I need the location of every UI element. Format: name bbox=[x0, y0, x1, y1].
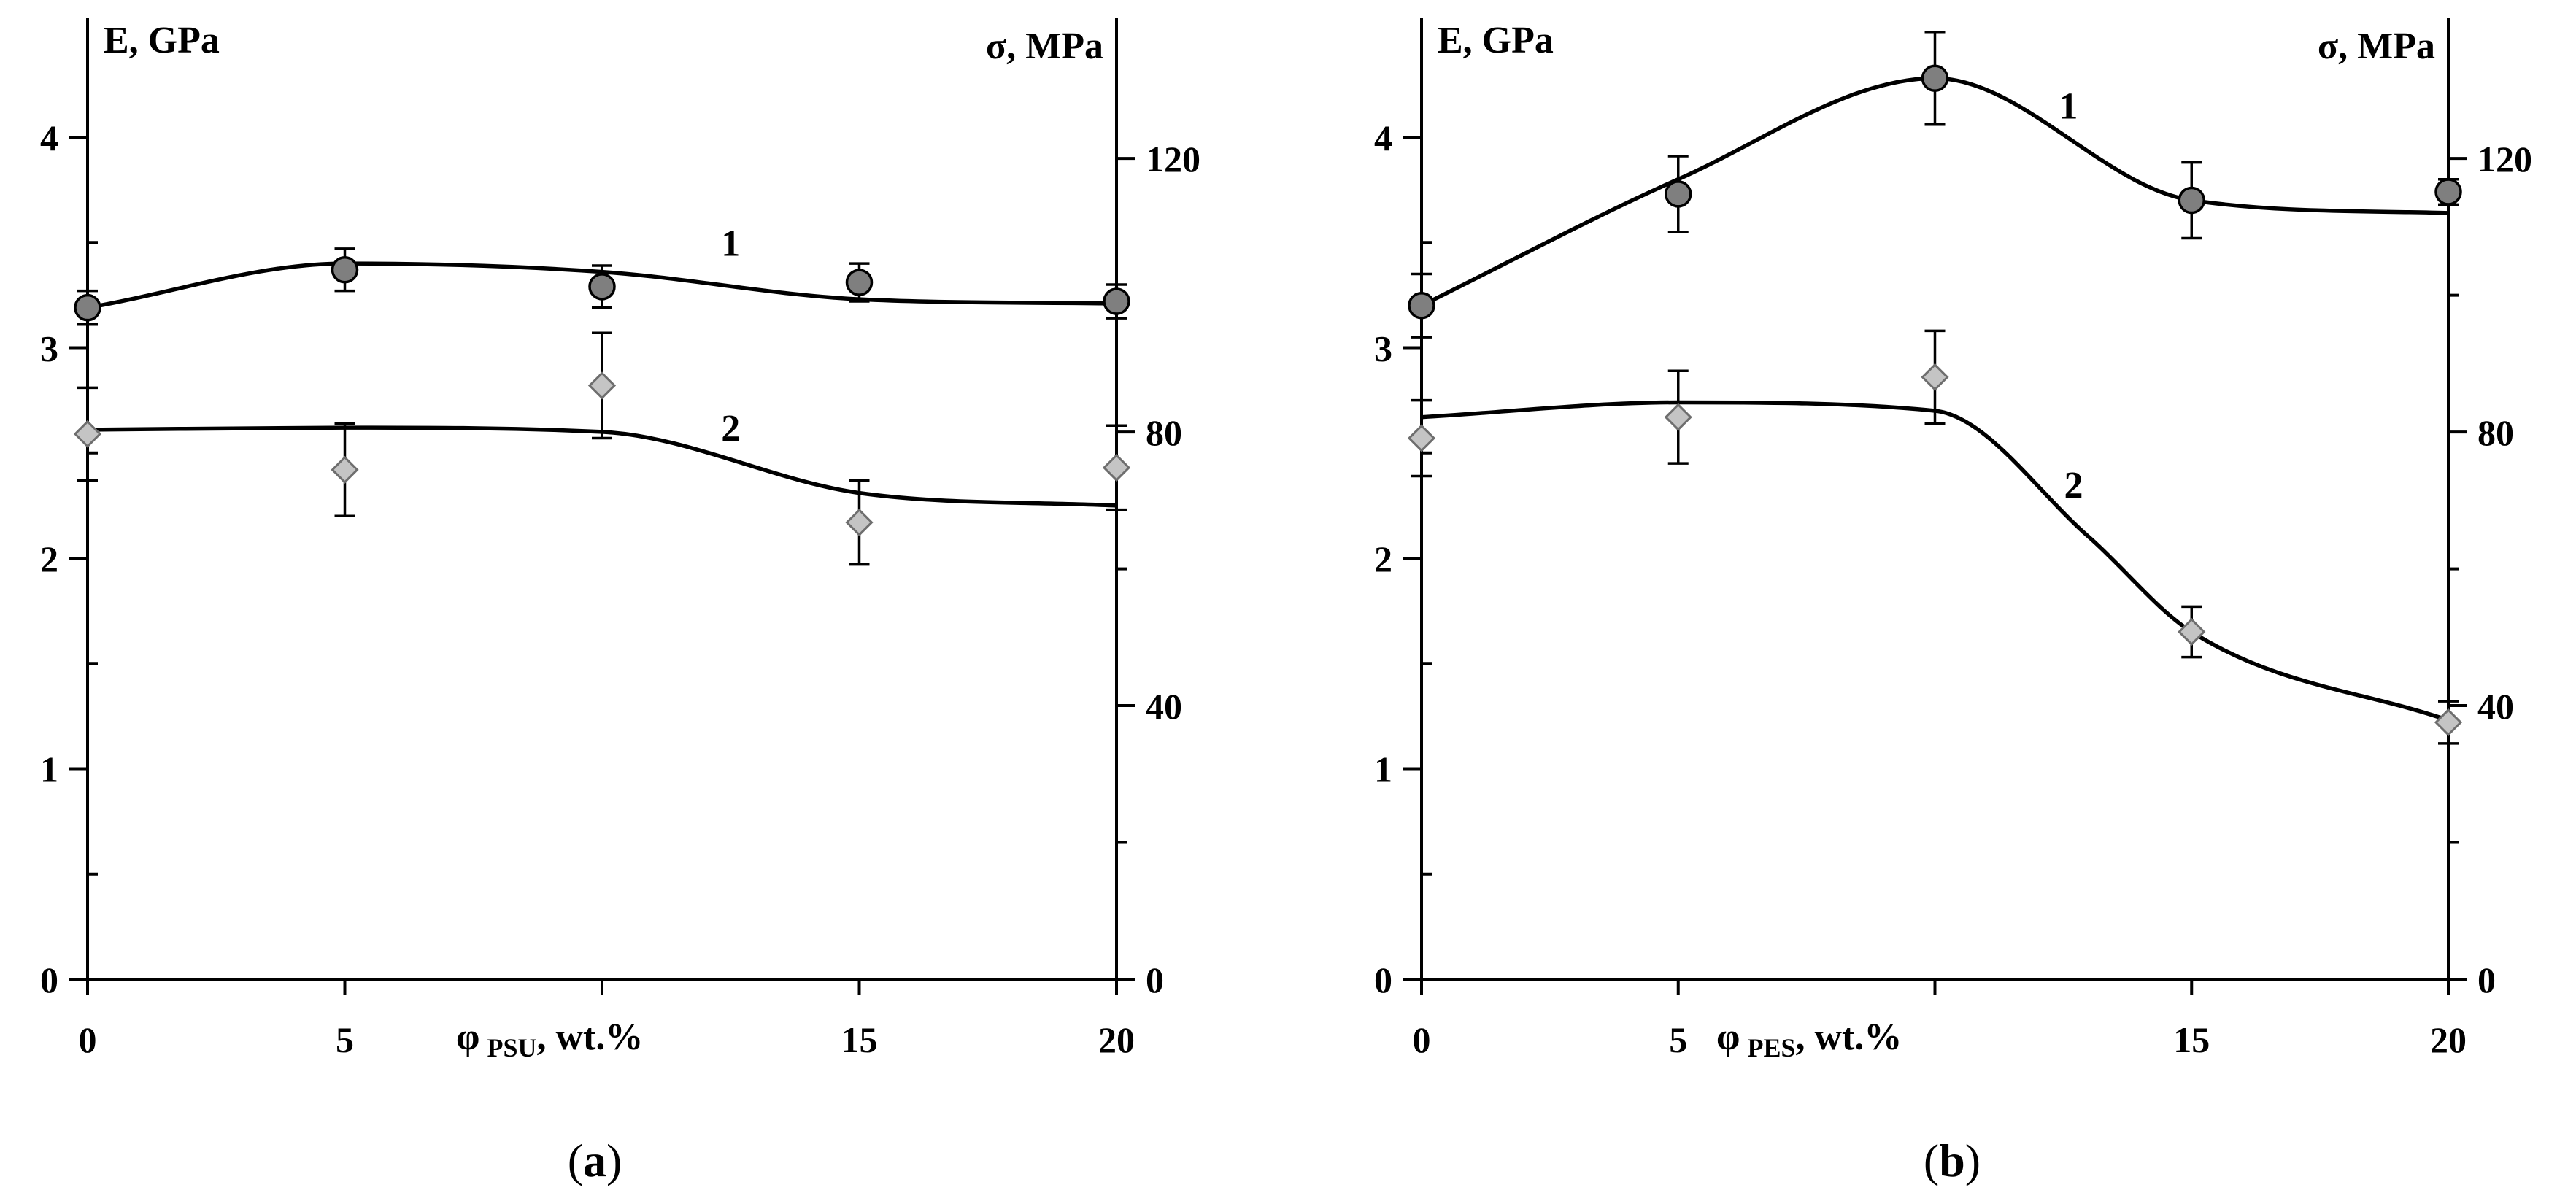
x-tick-label: 20 bbox=[2430, 1019, 2467, 1060]
data-point-series-1 bbox=[2434, 178, 2462, 206]
y-right-axis-title: σ, MPa bbox=[2318, 26, 2435, 67]
data-point-series-2 bbox=[1407, 424, 1436, 452]
y-left-tick-label: 2 bbox=[40, 538, 58, 579]
curve-label-1: 1 bbox=[721, 223, 740, 264]
x-tick-label: 15 bbox=[841, 1019, 878, 1060]
panel-label: (a) bbox=[568, 1135, 622, 1186]
data-point-series-2 bbox=[73, 420, 102, 448]
panel-label-open: ( bbox=[1924, 1135, 1939, 1186]
data-point-series-1 bbox=[2178, 186, 2205, 215]
y-right-tick-label: 80 bbox=[2477, 412, 2514, 453]
y-right-tick-label: 120 bbox=[1146, 139, 1200, 179]
data-point-series-2 bbox=[1664, 403, 1692, 431]
x-tick-label: 15 bbox=[2173, 1019, 2210, 1060]
data-point-series-2 bbox=[2178, 617, 2206, 646]
y-left-axis-title: E, GPa bbox=[104, 20, 220, 61]
x-tick-label: 0 bbox=[79, 1019, 97, 1060]
y-left-tick-label: 4 bbox=[40, 117, 58, 158]
data-point-series-2 bbox=[1921, 363, 1949, 392]
curve-label-2: 2 bbox=[2064, 465, 2083, 506]
x-axis-title: φ PES, wt.% bbox=[1716, 1016, 1902, 1062]
data-point-series-2 bbox=[331, 455, 359, 484]
data-point-series-1 bbox=[1921, 64, 1949, 92]
x-axis-title: φ PSU, wt.% bbox=[456, 1016, 643, 1062]
data-point-series-2 bbox=[2434, 708, 2463, 737]
x-tick-label: 20 bbox=[1098, 1019, 1135, 1060]
data-point-series-1 bbox=[74, 293, 101, 322]
panel-label-close: ) bbox=[1965, 1135, 1981, 1186]
y-right-tick-label: 120 bbox=[2477, 139, 2532, 179]
panel-label-open: ( bbox=[568, 1135, 583, 1186]
panel-label: (b) bbox=[1924, 1135, 1981, 1186]
x-tick-label: 5 bbox=[1669, 1019, 1687, 1060]
data-point-series-1 bbox=[331, 256, 359, 284]
panel-label-letter: a bbox=[583, 1135, 606, 1186]
x-tick-label: 5 bbox=[336, 1019, 354, 1060]
y-left-axis-title: E, GPa bbox=[1438, 20, 1554, 61]
data-point-series-1 bbox=[1408, 292, 1435, 320]
y-left-tick-label: 2 bbox=[1374, 538, 1392, 579]
y-left-tick-label: 4 bbox=[1374, 117, 1392, 158]
y-left-tick-label: 1 bbox=[40, 749, 58, 790]
data-point-series-2 bbox=[587, 371, 617, 400]
x-axis-unit: , wt.% bbox=[536, 1016, 643, 1058]
y-right-axis-title: σ, MPa bbox=[986, 26, 1103, 67]
data-point-series-1 bbox=[1103, 287, 1130, 315]
y-left-tick-label: 0 bbox=[1374, 959, 1392, 1000]
data-point-series-2 bbox=[845, 508, 874, 537]
y-left-tick-label: 3 bbox=[1374, 328, 1392, 369]
x-axis-subscript: PES bbox=[1747, 1033, 1795, 1062]
y-right-tick-label: 80 bbox=[1146, 412, 1182, 453]
x-axis-unit: , wt.% bbox=[1795, 1016, 1902, 1058]
x-axis-symbol: φ bbox=[1716, 1016, 1740, 1058]
x-axis-subscript: PSU bbox=[487, 1033, 536, 1062]
data-point-series-2 bbox=[1102, 453, 1131, 482]
data-point-series-1 bbox=[588, 273, 616, 301]
panel-label-letter: b bbox=[1939, 1135, 1965, 1186]
y-right-tick-label: 40 bbox=[1146, 686, 1182, 727]
fit-curve-2 bbox=[1421, 400, 2449, 722]
data-point-series-1 bbox=[845, 269, 874, 296]
curve-label-1: 1 bbox=[2059, 86, 2078, 128]
y-right-tick-label: 0 bbox=[2477, 959, 2496, 1000]
x-tick-label: 0 bbox=[1413, 1019, 1431, 1060]
y-right-tick-label: 0 bbox=[1146, 959, 1164, 1000]
x-axis-symbol: φ bbox=[456, 1016, 479, 1058]
curve-label-2: 2 bbox=[721, 408, 740, 449]
y-left-tick-label: 1 bbox=[1374, 749, 1392, 790]
data-point-series-1 bbox=[1665, 180, 1692, 208]
y-left-tick-label: 3 bbox=[40, 328, 58, 369]
y-right-tick-label: 40 bbox=[2477, 686, 2514, 727]
y-left-tick-label: 0 bbox=[40, 959, 58, 1000]
panel-label-close: ) bbox=[606, 1135, 622, 1186]
